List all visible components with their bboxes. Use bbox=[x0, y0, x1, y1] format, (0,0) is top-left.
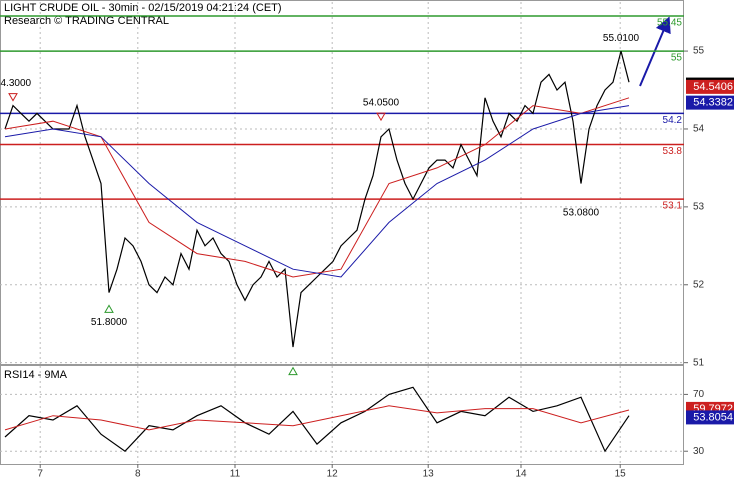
price-label: 53.8054 bbox=[693, 411, 733, 423]
x-tick-label: 7 bbox=[37, 469, 43, 480]
level-label: 55 bbox=[671, 53, 683, 64]
annotation-marker bbox=[104, 304, 114, 313]
annotation-label: 54.0500 bbox=[363, 98, 400, 109]
rsi-panel bbox=[0, 365, 684, 465]
y-tick-label: 52 bbox=[693, 279, 705, 290]
forecast-arrow bbox=[639, 16, 671, 87]
y-tick-label: 53 bbox=[693, 202, 705, 213]
rsi-title: RSI14 - 9MA bbox=[4, 369, 68, 381]
annotation-marker bbox=[8, 93, 18, 102]
level-label: 53.1 bbox=[663, 201, 683, 212]
x-tick-label: 8 bbox=[135, 469, 141, 480]
annotation-label: 55.0100 bbox=[603, 33, 640, 44]
level-label: 53.8 bbox=[663, 146, 683, 157]
price-label-box bbox=[686, 95, 734, 110]
x-tick-label: 12 bbox=[327, 469, 339, 480]
y-tick-label: 55 bbox=[693, 46, 705, 57]
chart-subtitle: Research © TRADING CENTRAL bbox=[4, 15, 169, 27]
y-tick-label: 54 bbox=[693, 124, 705, 135]
series-line bbox=[4, 97, 630, 278]
x-tick-label: 11 bbox=[230, 469, 241, 480]
price-panel bbox=[0, 0, 684, 365]
annotation-label: 51.8000 bbox=[91, 317, 128, 328]
price-label-box bbox=[686, 410, 734, 425]
annotation-label: 54.3000 bbox=[0, 78, 32, 89]
series-line bbox=[4, 105, 630, 278]
x-tick-label: 13 bbox=[423, 469, 435, 480]
annotation-marker bbox=[376, 112, 386, 122]
x-tick-label: 14 bbox=[515, 469, 527, 480]
level-label: 54.2 bbox=[663, 115, 683, 126]
series-line bbox=[4, 50, 630, 348]
price-label-box bbox=[686, 79, 734, 94]
series-line bbox=[4, 405, 630, 431]
annotation-marker bbox=[288, 366, 298, 376]
price-label: 54.3382 bbox=[693, 97, 733, 109]
price-label: 54.5406 bbox=[693, 81, 733, 93]
y-tick-label: 30 bbox=[693, 446, 705, 457]
annotation-label: 53.0800 bbox=[563, 207, 600, 218]
level-label: 55.45 bbox=[657, 18, 682, 29]
y-tick-label: 51 bbox=[693, 357, 705, 368]
y-tick-label: 70 bbox=[693, 389, 705, 400]
series-line bbox=[4, 386, 630, 453]
x-tick-label: 15 bbox=[615, 469, 627, 480]
chart-title: LIGHT CRUDE OIL - 30min - 02/15/2019 04:… bbox=[4, 2, 282, 14]
